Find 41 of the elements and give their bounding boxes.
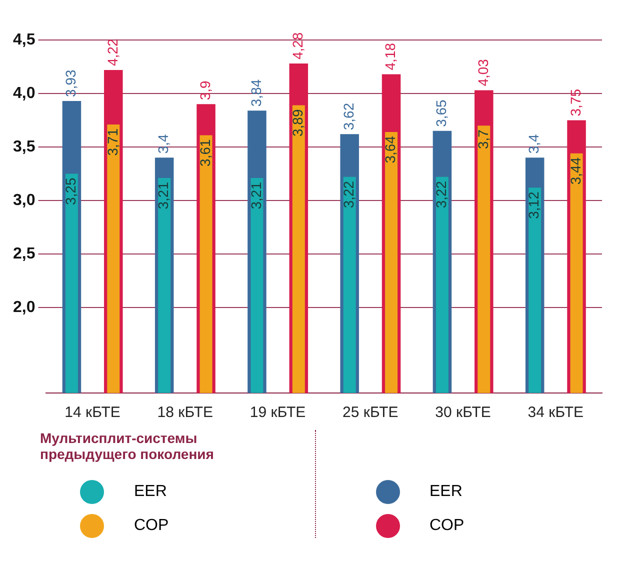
data-label: 4,22 — [104, 38, 120, 66]
data-label: 3,61 — [196, 138, 213, 166]
data-label: 3,4 — [526, 134, 542, 154]
data-label: 4,18 — [382, 42, 398, 70]
y-tick-label: 4,5 — [12, 31, 36, 48]
data-label: 3,25 — [62, 178, 79, 205]
data-label: 3,44 — [567, 157, 584, 185]
y-tick-label: 3,0 — [12, 192, 36, 209]
data-label: 3,12 — [526, 191, 542, 219]
x-tick-label: 30 кБТЕ — [435, 404, 491, 422]
data-label: 3,22 — [433, 180, 450, 208]
data-label: 3,9 — [196, 80, 213, 100]
legend-label: EER — [430, 483, 462, 501]
data-label: 4,03 — [474, 58, 491, 86]
data-label: 3,93 — [62, 70, 79, 97]
legend-label: COP — [134, 517, 169, 535]
y-tick-label: 2,0 — [12, 298, 36, 316]
data-label: 3,7 — [474, 129, 491, 150]
data-label: 3,4 — [155, 134, 172, 154]
data-label: 3,84 — [248, 79, 264, 107]
x-tick-label: 34 кБТЕ — [528, 404, 584, 422]
y-tick-label: 4,0 — [12, 84, 36, 102]
data-label: 3,21 — [155, 182, 172, 210]
data-label: 3,65 — [433, 99, 450, 127]
y-tick-label: 2,5 — [12, 245, 36, 262]
data-label: 4,28 — [290, 32, 306, 60]
data-label: 3,71 — [104, 128, 120, 156]
legend-label: COP — [430, 517, 464, 535]
legend-title: Мультисплит-системы предыдущего поколения — [40, 430, 215, 464]
x-tick-label: 19 кБТЕ — [250, 404, 306, 422]
data-label: 3,89 — [290, 109, 306, 136]
x-tick-label: 18 кБТЕ — [157, 404, 214, 422]
x-tick-label: 14 кБТЕ — [64, 404, 120, 422]
data-label: 3,62 — [340, 102, 356, 130]
data-label: 3,75 — [567, 88, 584, 116]
data-label: 3,64 — [382, 136, 398, 164]
x-tick-label: 25 кБТЕ — [342, 404, 398, 422]
legend-label: EER — [134, 483, 167, 501]
data-label: 3,21 — [248, 182, 264, 210]
y-tick-label: 3,5 — [12, 138, 36, 156]
data-label: 3,22 — [340, 180, 356, 208]
